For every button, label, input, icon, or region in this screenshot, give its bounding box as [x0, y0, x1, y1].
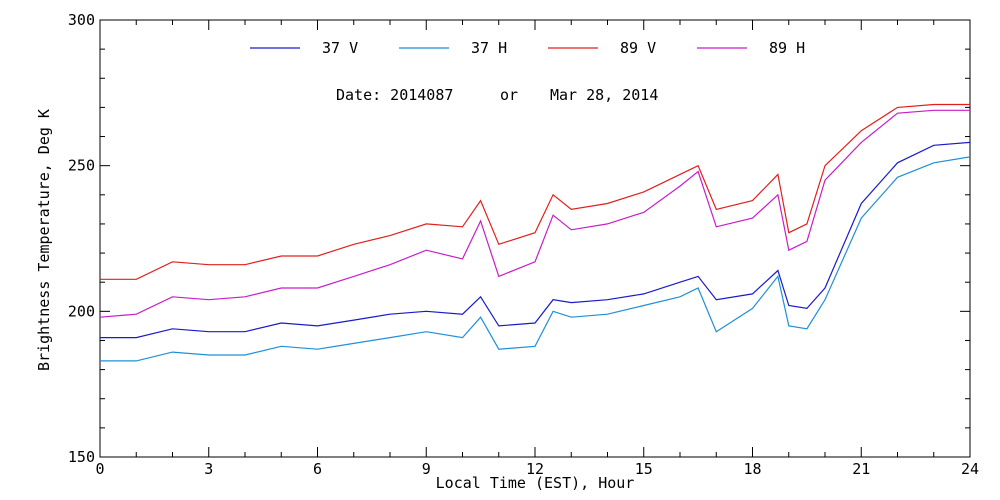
series-line-37-v — [100, 141, 971, 339]
x-tick-label: 0 — [95, 460, 104, 478]
y-tick-label: 250 — [68, 157, 95, 175]
x-tick-label: 21 — [852, 460, 870, 478]
x-tick-label: 15 — [635, 460, 653, 478]
x-tick-label: 3 — [204, 460, 213, 478]
y-axis-title: Brightness Temperature, Deg K — [35, 109, 53, 371]
x-tick-label: 12 — [526, 460, 544, 478]
date-label: Date: 2014087 — [336, 86, 453, 104]
legend-label: 89 V — [620, 39, 656, 57]
series-line-89-h — [99, 109, 970, 318]
or-label: or — [500, 86, 518, 104]
x-tick-label: 24 — [961, 460, 979, 478]
legend: 37 V 37 H 89 V 89 H — [250, 39, 805, 57]
series-lines — [99, 103, 971, 362]
plot-frame — [99, 19, 971, 458]
series-line-89-v — [100, 103, 970, 280]
legend-label: 37 H — [471, 39, 507, 57]
axes: 0 3 6 9 12 15 18 21 24 150 200 250 300 — [68, 11, 979, 478]
x-tick-label: 18 — [743, 460, 761, 478]
x-axis-title: Local Time (EST), Hour — [436, 474, 635, 492]
date-annotation: Date: 2014087 or Mar 28, 2014 — [336, 86, 658, 104]
x-tick-label: 6 — [313, 460, 322, 478]
legend-label: 37 V — [322, 39, 358, 57]
date-text: Mar 28, 2014 — [550, 86, 658, 104]
series-line-37-h — [100, 156, 971, 362]
y-tick-label: 200 — [68, 302, 95, 320]
legend-label: 89 H — [769, 39, 805, 57]
y-tick-label: 300 — [68, 11, 95, 29]
y-tick-label: 150 — [68, 448, 95, 466]
x-tick-label: 9 — [422, 460, 431, 478]
